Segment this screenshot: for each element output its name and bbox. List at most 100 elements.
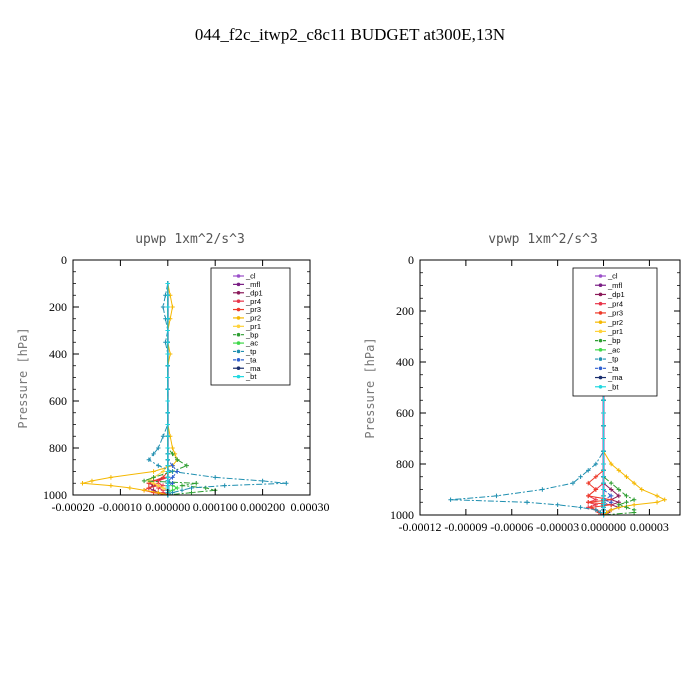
upwp-series-tp-point <box>156 463 161 468</box>
upwp-series-tp-point <box>284 481 289 486</box>
upwp-series-pr3-point <box>146 485 152 491</box>
upwp-series-pr3-point <box>151 490 156 495</box>
upwp-series-ta-point <box>175 469 180 474</box>
upwp-series-bt-point <box>165 328 170 333</box>
vpwp-series-bt-point <box>601 461 606 467</box>
upwp-series-bt-point <box>165 422 170 427</box>
vpwp-series-bp-point <box>624 500 629 505</box>
upwp-series-pr2-point <box>170 304 175 310</box>
vpwp-ytick-label: 600 <box>396 406 414 420</box>
upwp-series-bp-point <box>175 457 180 462</box>
upwp-series-tp-point <box>179 488 185 493</box>
upwp-series-pr2-point <box>156 490 161 495</box>
upwp-series-tp-point <box>151 451 156 457</box>
upwp-series-tp-point <box>222 483 227 488</box>
upwp-xtick-label: 0.000100 <box>193 500 238 514</box>
vpwp-series-pr2-point <box>631 502 637 507</box>
vpwp-legend-box <box>572 267 658 397</box>
vpwp-series-tp-point <box>593 461 599 467</box>
vpwp-xtick-label: 0.00003 <box>630 520 669 534</box>
vpwp-series-tp-point <box>540 487 545 492</box>
upwp-series-bp-point <box>194 481 199 486</box>
upwp-series-tp-point <box>146 457 152 462</box>
upwp-legend-swatch <box>233 341 244 345</box>
upwp-series-bt-point <box>165 363 170 368</box>
upwp-legend-swatch <box>233 299 244 303</box>
upwp-legend-label: _tp <box>245 347 256 356</box>
upwp-series-pr2-point <box>108 483 114 488</box>
vpwp-series-pr3-point <box>586 500 591 505</box>
vpwp-series-pr2-point <box>631 480 637 486</box>
vpwp-legend: _cl_mfl_dp1_pr4_pr3_pr2_pr1_bp_ac_tp_ta_… <box>572 267 658 397</box>
vpwp-legend-swatch <box>595 357 606 361</box>
upwp-series-bp-point <box>203 485 208 491</box>
vpwp-legend-swatch <box>595 274 606 278</box>
vpwp-series-pr3-point <box>589 505 594 510</box>
vpwp-series-pr2-point <box>654 493 660 499</box>
upwp-legend-label: _bp <box>245 330 259 339</box>
upwp-series-bt-point <box>165 445 170 451</box>
vpwp-series-pr2-point <box>639 487 644 492</box>
vpwp-ytick-label: 200 <box>396 304 414 318</box>
upwp-series-bt-point <box>165 281 170 286</box>
upwp-series-pr3-point <box>160 475 166 480</box>
vpwp-title: vpwp 1xm^2/s^3 <box>488 232 598 247</box>
vpwp-series-tp-point <box>593 507 599 513</box>
upwp-legend-label: _pr3 <box>245 305 261 314</box>
vpwp-ytick-label: 0 <box>408 253 414 267</box>
vpwp-legend-swatch <box>595 320 606 324</box>
upwp-series-pr1-point <box>160 485 166 491</box>
upwp-series-pr2-point <box>89 478 95 484</box>
upwp-legend-swatch <box>233 349 244 354</box>
upwp-series-ta-point <box>170 481 175 486</box>
vpwp-series-bp-point <box>616 502 622 507</box>
vpwp-series-bt-point <box>601 423 606 428</box>
vpwp-ytick-label: 1000 <box>390 508 414 522</box>
upwp-series-bt-point <box>165 316 170 321</box>
vpwp-legend-label: _cl <box>607 272 618 281</box>
vpwp-panel: vpwp 1xm^2/s^3 Pressure [hPa] 0 200 400 600… <box>363 232 681 534</box>
vpwp-series-bp-point <box>624 505 629 510</box>
vpwp-series-pr3-point <box>586 480 591 486</box>
upwp-legend-swatch <box>233 374 244 379</box>
vpwp-series-dp1-point <box>608 487 614 492</box>
upwp-ytick-label: 200 <box>49 300 67 314</box>
upwp-series-tp-point <box>156 445 161 451</box>
upwp-title: upwp 1xm^2/s^3 <box>135 232 245 247</box>
vpwp-legend-swatch <box>595 384 606 389</box>
upwp-series-pr2-point <box>151 469 156 474</box>
vpwp-series-bt-point <box>601 398 606 403</box>
upwp-legend-swatch <box>233 316 244 320</box>
vpwp-series-pr2-point <box>608 461 614 467</box>
upwp-legend-label: _ma <box>245 364 261 373</box>
vpwp-legend-label: _ta <box>607 364 619 373</box>
upwp-series-pr1-point <box>160 469 166 474</box>
vpwp-legend-swatch <box>595 348 606 352</box>
vpwp-series-tp-point <box>555 502 560 507</box>
upwp-series-tp-point <box>170 490 175 495</box>
vpwp-series-ta-point <box>608 493 614 499</box>
vpwp-legend-label: _pr1 <box>607 327 623 336</box>
upwp-series-bt-point <box>165 387 170 392</box>
upwp-series-pr2-point <box>108 475 114 480</box>
vpwp-xtick-label: -0.00003 <box>536 520 579 534</box>
upwp-xtick-label: 0.000000 <box>145 500 190 514</box>
upwp-series-bt-point <box>165 293 170 298</box>
vpwp-series-tp-point <box>524 500 530 505</box>
vpwp-series-pr2-point <box>624 474 629 479</box>
vpwp-series-pr3-point <box>593 487 599 492</box>
upwp-legend-swatch <box>233 307 244 312</box>
upwp-series-bt-point <box>165 410 170 415</box>
vpwp-series-bp-point <box>608 480 614 486</box>
vpwp-legend-swatch <box>595 283 606 288</box>
upwp-series-bt-point <box>165 434 170 439</box>
upwp-series-tp-point <box>260 478 265 484</box>
vpwp-xtick-label: -0.00012 <box>399 520 442 534</box>
upwp-xtick-label: 0.00030 <box>291 500 330 514</box>
upwp-legend-swatch <box>233 324 244 329</box>
vpwp-xtick-label: -0.00009 <box>444 520 487 534</box>
upwp-legend-swatch <box>233 282 244 287</box>
vpwp-series-tp-point <box>578 505 583 510</box>
upwp-legend-swatch <box>233 366 244 371</box>
upwp-series-pr2-point <box>141 488 147 493</box>
